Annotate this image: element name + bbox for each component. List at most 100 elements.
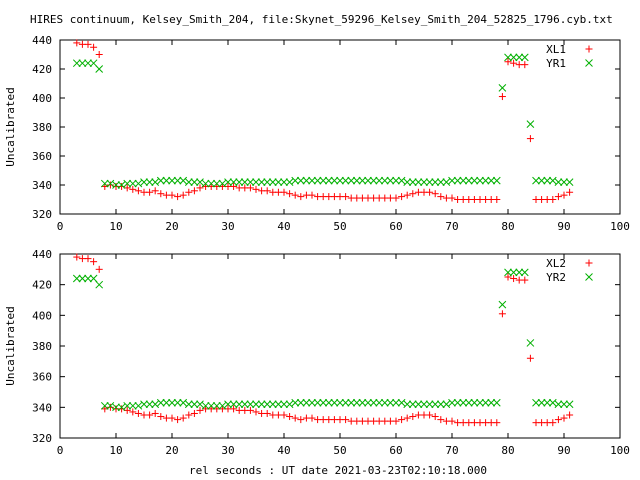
data-point bbox=[554, 416, 562, 424]
data-point bbox=[263, 187, 271, 195]
data-point bbox=[296, 176, 305, 185]
data-point bbox=[498, 300, 507, 309]
data-point bbox=[319, 398, 328, 407]
data-point bbox=[426, 411, 434, 419]
data-point bbox=[190, 178, 199, 186]
data-point bbox=[162, 176, 171, 185]
data-point bbox=[196, 184, 204, 192]
data-point bbox=[498, 310, 506, 318]
data-point bbox=[73, 39, 81, 47]
y-tick-label: 360 bbox=[32, 150, 52, 163]
data-point bbox=[235, 400, 244, 409]
data-point bbox=[95, 65, 104, 73]
data-point bbox=[190, 409, 198, 417]
data-point bbox=[285, 400, 294, 409]
data-point bbox=[308, 398, 316, 407]
data-point bbox=[123, 401, 132, 410]
data-point bbox=[342, 416, 350, 424]
series-YR1 bbox=[72, 53, 574, 189]
data-point bbox=[308, 176, 316, 185]
legend-marker bbox=[585, 59, 593, 67]
data-point bbox=[504, 268, 512, 277]
data-point bbox=[196, 400, 204, 409]
data-point bbox=[492, 176, 501, 185]
y-tick-label: 420 bbox=[32, 279, 52, 292]
data-point bbox=[308, 191, 316, 199]
data-point bbox=[156, 398, 165, 407]
data-point bbox=[493, 419, 501, 427]
data-point bbox=[252, 178, 260, 186]
data-point bbox=[257, 400, 266, 409]
legend-marker bbox=[585, 45, 593, 53]
data-point bbox=[566, 411, 574, 419]
data-point bbox=[201, 401, 210, 410]
series-XL1 bbox=[73, 39, 574, 203]
data-point bbox=[352, 176, 361, 185]
plot-frame bbox=[59, 253, 621, 439]
y-tick-label: 400 bbox=[32, 309, 52, 322]
data-point bbox=[347, 398, 356, 407]
data-point bbox=[560, 191, 568, 199]
data-point bbox=[392, 176, 400, 185]
data-point bbox=[459, 176, 468, 185]
data-point bbox=[106, 401, 115, 410]
data-point bbox=[358, 176, 367, 185]
data-point bbox=[560, 178, 568, 186]
y-tick-label: 360 bbox=[32, 371, 52, 384]
data-point bbox=[291, 398, 300, 407]
data-point bbox=[257, 178, 266, 186]
data-point bbox=[100, 179, 109, 188]
data-point bbox=[196, 178, 204, 186]
data-point bbox=[129, 408, 137, 416]
data-point bbox=[431, 190, 439, 198]
data-point bbox=[106, 181, 114, 189]
data-point bbox=[145, 400, 154, 409]
data-point bbox=[526, 120, 535, 128]
data-point bbox=[437, 193, 445, 201]
data-point bbox=[168, 398, 176, 407]
data-point bbox=[184, 178, 193, 186]
data-point bbox=[560, 400, 568, 409]
data-point bbox=[185, 411, 193, 419]
data-point bbox=[330, 398, 339, 407]
data-point bbox=[291, 414, 299, 422]
data-point bbox=[151, 400, 160, 409]
data-point bbox=[263, 409, 271, 417]
x-tick-label: 60 bbox=[389, 444, 402, 457]
data-point bbox=[84, 255, 92, 263]
data-point bbox=[408, 400, 417, 409]
data-point bbox=[146, 411, 154, 419]
data-point bbox=[347, 176, 356, 185]
y-axis-label: Uncalibrated bbox=[4, 87, 17, 166]
data-point bbox=[162, 398, 171, 407]
x-tick-label: 100 bbox=[610, 444, 630, 457]
data-point bbox=[268, 178, 277, 186]
data-point bbox=[330, 176, 339, 185]
data-point bbox=[106, 403, 114, 411]
data-point bbox=[481, 398, 490, 407]
data-point bbox=[521, 276, 529, 284]
data-point bbox=[431, 413, 439, 421]
data-point bbox=[565, 400, 574, 409]
x-tick-label: 60 bbox=[389, 220, 402, 233]
data-point bbox=[481, 176, 490, 185]
x-tick-label: 10 bbox=[109, 220, 122, 233]
data-point bbox=[280, 400, 288, 409]
data-point bbox=[403, 178, 412, 186]
data-point bbox=[246, 184, 254, 192]
data-point bbox=[425, 178, 434, 186]
data-point bbox=[543, 176, 552, 185]
data-point bbox=[84, 40, 92, 48]
x-tick-label: 0 bbox=[57, 220, 64, 233]
data-point bbox=[492, 398, 501, 407]
y-tick-label: 400 bbox=[32, 92, 52, 105]
data-point bbox=[174, 193, 182, 201]
data-point bbox=[84, 274, 92, 283]
data-point bbox=[146, 188, 154, 196]
data-point bbox=[554, 178, 563, 186]
data-point bbox=[212, 179, 221, 188]
data-point bbox=[190, 187, 198, 195]
data-point bbox=[341, 398, 350, 407]
data-point bbox=[240, 178, 249, 186]
